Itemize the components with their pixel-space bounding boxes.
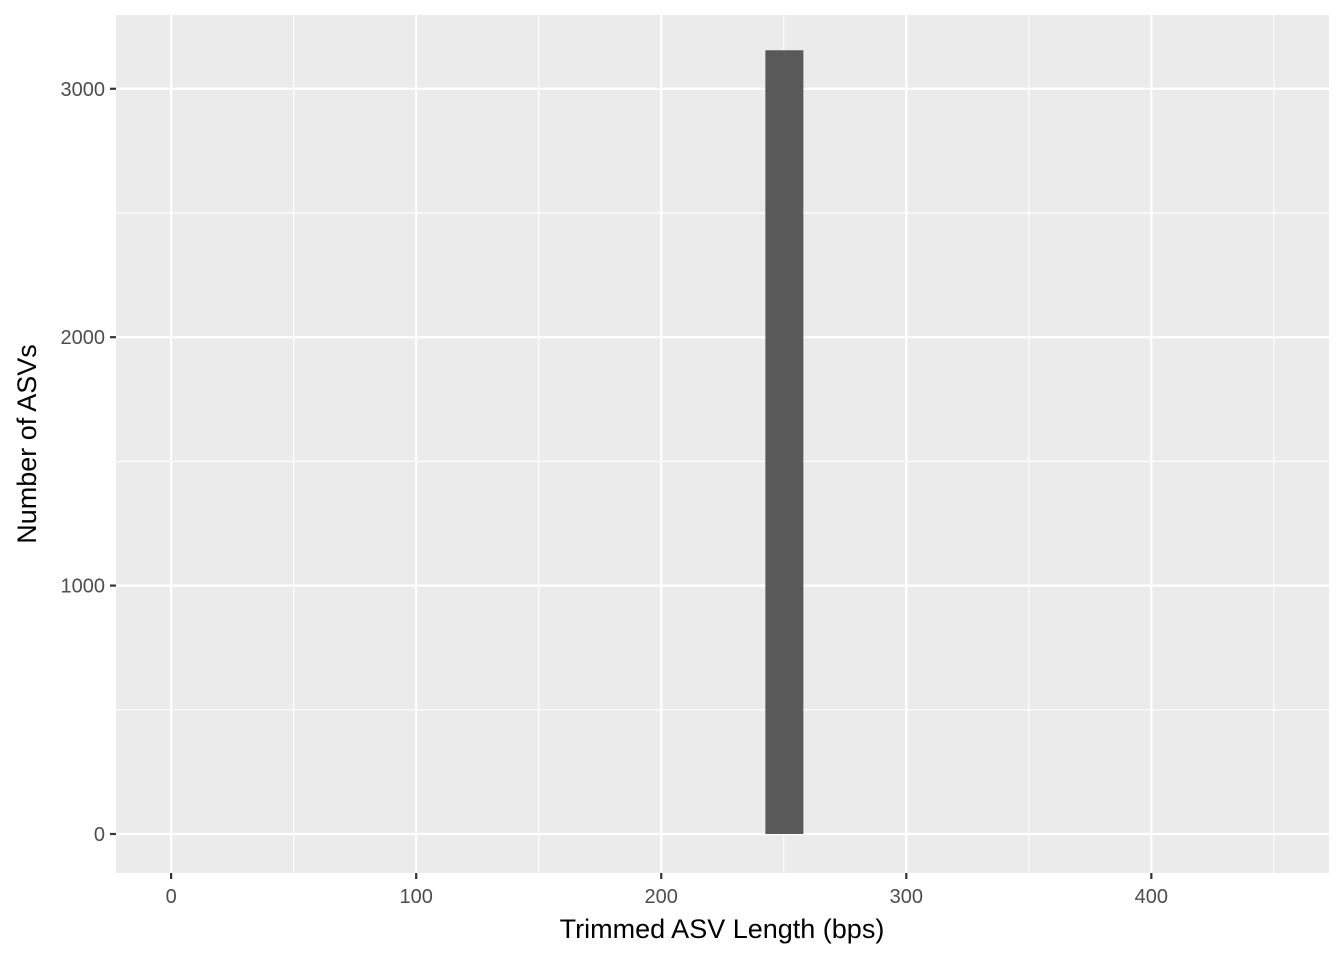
x-tick-label: 0 [166,886,177,908]
y-tick-label: 1000 [61,576,106,598]
x-tick-label: 100 [399,886,432,908]
x-tick-label: 300 [890,886,923,908]
histogram-bar [765,50,804,835]
x-tick-label: 400 [1135,886,1168,908]
x-axis-title: Trimmed ASV Length (bps) [560,914,885,944]
y-axis-title: Number of ASVs [12,344,42,544]
major-gridlines [116,15,1329,873]
y-tick-label: 2000 [61,327,106,349]
y-axis: 0 1000 2000 3000 [61,79,116,846]
y-tick-label: 0 [94,824,105,846]
histogram-bars [765,50,804,835]
x-axis: 0 100 200 300 400 [166,873,1168,908]
y-tick-label: 3000 [61,79,106,101]
x-tick-label: 200 [645,886,678,908]
plot-panel [116,15,1329,873]
